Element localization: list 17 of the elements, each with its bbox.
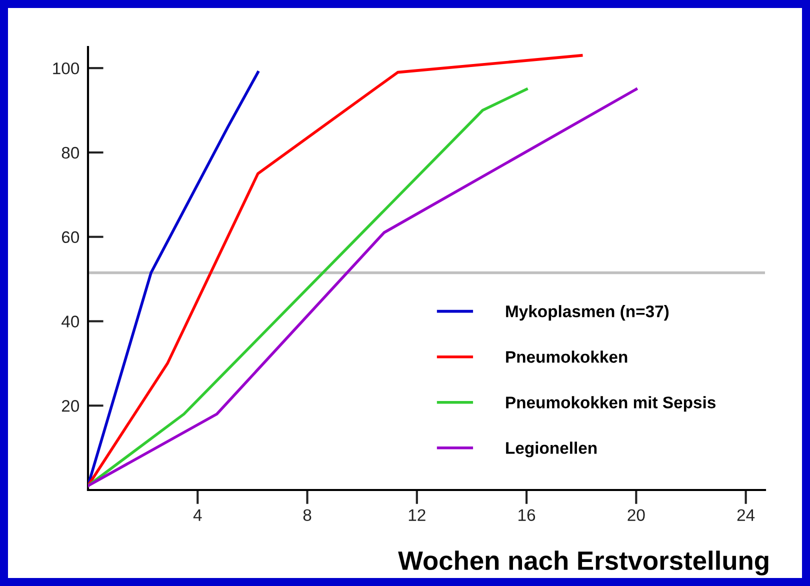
y-tick-label: 80 — [62, 146, 80, 159]
y-tick-label: 20 — [62, 400, 80, 412]
x-tick-label: 12 — [408, 509, 426, 521]
legend-label: Mykoplasmen (n=37) — [506, 305, 669, 321]
y-tick-label: 100 — [53, 62, 80, 74]
legend-label: Legionellen — [506, 442, 597, 458]
y-tick-label: 40 — [62, 316, 80, 328]
y-tick-label: 60 — [62, 231, 80, 244]
x-tick-label: 16 — [518, 509, 536, 521]
line-series — [88, 70, 260, 488]
x-tick-label: 24 — [737, 509, 755, 521]
legend-label: Pneumokokken — [506, 350, 628, 363]
x-axis-title: Wochen nach Erstvorstellung — [398, 550, 768, 576]
x-tick-label: 20 — [628, 509, 645, 521]
legend-label: Pneumokokken mit Sepsis — [506, 396, 716, 412]
x-tick-label: 8 — [303, 509, 312, 521]
x-tick-label: 4 — [193, 509, 202, 521]
